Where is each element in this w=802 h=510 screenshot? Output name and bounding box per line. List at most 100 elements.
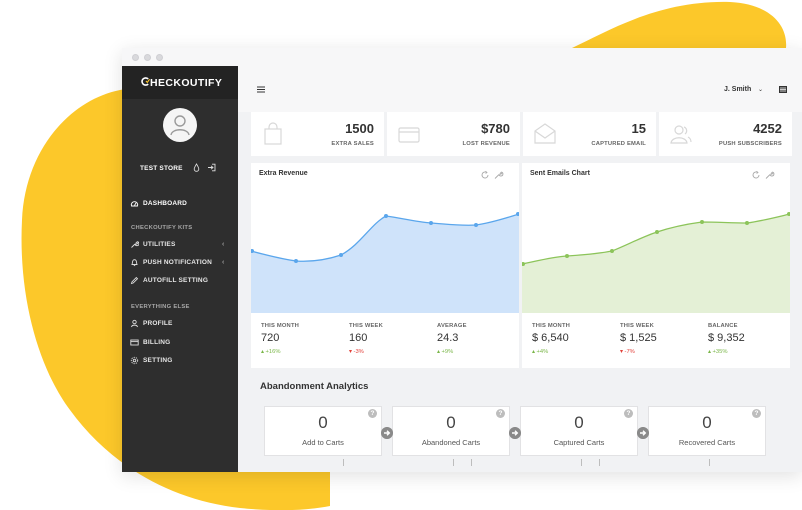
user-menu[interactable]: J. Smith — [724, 86, 752, 93]
bag-icon — [264, 122, 282, 145]
card-icon — [130, 339, 139, 346]
card-label: Captured Carts — [553, 438, 605, 447]
trend-up-icon: ▴ — [708, 349, 713, 355]
chart-title: Extra Revenue — [259, 170, 308, 177]
wrench-icon[interactable] — [765, 171, 775, 179]
stat-value: 1500 — [345, 121, 374, 136]
metric-average: AVERAGE 24.3 ▴ +9% — [437, 323, 519, 363]
section-heading-else: EVERYTHING ELSE — [131, 304, 190, 310]
yellow-blob-top — [572, 1, 787, 48]
stat-value: 15 — [631, 121, 646, 136]
sidebar-item-dashboard[interactable]: DASHBOARD — [130, 198, 230, 210]
chevron-down-icon[interactable]: ⌄ — [758, 87, 764, 93]
avatar[interactable] — [163, 108, 197, 142]
sidebar: HECKOUTIFY TEST STORE DASHBOARD CHECKOUT… — [122, 66, 238, 472]
emails-area-chart — [522, 212, 790, 313]
refresh-icon[interactable] — [752, 170, 760, 179]
metric-delta: +4% — [536, 349, 549, 355]
brand-name: HECKOUTIFY — [150, 77, 223, 89]
sidebar-item-utilities[interactable]: UTILITIES ‹ — [130, 239, 230, 251]
chart-tools — [481, 170, 504, 179]
metric-value: $ 9,352 — [708, 332, 745, 344]
window-dot-close[interactable] — [132, 54, 139, 61]
metric-delta: +16% — [265, 349, 281, 355]
chart-tools — [752, 170, 775, 179]
sidebar-item-profile[interactable]: PROFILE — [130, 318, 230, 330]
chart-title: Sent Emails Chart — [530, 170, 590, 177]
help-icon[interactable]: ? — [368, 409, 377, 418]
metric-value: $ 6,540 — [532, 332, 569, 344]
arrow-right-icon[interactable] — [509, 427, 521, 439]
sidebar-item-label: PROFILE — [143, 320, 173, 327]
stat-label: EXTRA SALES — [331, 141, 374, 147]
drop-icon[interactable] — [192, 163, 201, 172]
metric-this-week: THIS WEEK 160 ▾ -3% — [349, 323, 434, 363]
list-menu-icon[interactable] — [779, 86, 787, 93]
stat-card-captured-email: 15 CAPTURED EMAIL — [523, 112, 656, 156]
stat-label: CAPTURED EMAIL — [591, 141, 646, 147]
sidebar-item-label: SETTING — [143, 357, 173, 364]
section-heading-kits: CHECKOUTIFY KITS — [131, 225, 193, 231]
window-dot-maximize[interactable] — [156, 54, 163, 61]
stat-card-push-subscribers: 4252 PUSH SUBSCRIBERS — [659, 112, 792, 156]
sidebar-item-push-notification[interactable]: PUSH NOTIFICATION ‹ — [130, 257, 230, 269]
sidebar-item-label: AUTOFILL SETTING — [143, 277, 209, 284]
revenue-area-chart — [251, 212, 519, 313]
logout-icon[interactable] — [207, 163, 216, 172]
wrench-icon — [131, 241, 139, 248]
user-icon — [131, 319, 138, 328]
arrow-right-icon[interactable] — [637, 427, 649, 439]
metric-label: AVERAGE — [437, 323, 467, 329]
emails-points — [522, 212, 790, 266]
metric-label: THIS MONTH — [261, 323, 300, 329]
card-label: Abandoned Carts — [421, 438, 481, 447]
metric-value: 160 — [349, 332, 368, 344]
metric-delta: +9% — [441, 349, 454, 355]
metric-label: BALANCE — [708, 323, 738, 329]
arrow-right-icon[interactable] — [381, 427, 393, 439]
sidebar-item-autofill-setting[interactable]: AUTOFILL SETTING — [130, 275, 230, 287]
sidebar-item-label: UTILITIES — [143, 241, 176, 248]
help-icon[interactable]: ? — [752, 409, 761, 418]
brand-bar: HECKOUTIFY — [122, 66, 238, 99]
card-value: 0 — [318, 413, 328, 432]
trend-up-icon: ▴ — [437, 349, 442, 355]
pencil-icon — [130, 276, 139, 285]
help-icon[interactable]: ? — [496, 409, 505, 418]
user-avatar-icon — [170, 115, 190, 136]
add-to-carts-card: ? 0 Add to Carts — [264, 406, 382, 456]
wallet-icon — [398, 127, 420, 143]
card-label: Recovered Carts — [678, 438, 736, 447]
bell-icon — [131, 259, 138, 267]
hamburger-menu-icon[interactable] — [257, 86, 265, 93]
card-value: 0 — [702, 413, 712, 432]
connector-tick — [581, 459, 582, 466]
sidebar-item-label: BILLING — [143, 339, 171, 346]
metric-this-month: THIS MONTH 720 ▴ +16% — [261, 323, 346, 363]
metric-delta: +35% — [712, 349, 728, 355]
abandonment-title: Abandonment Analytics — [260, 381, 369, 392]
main-content: J. Smith ⌄ 1500 EXTRA SALES $780 LOST RE… — [238, 66, 802, 472]
metric-delta: -7% — [624, 349, 635, 355]
window-dot-minimize[interactable] — [144, 54, 151, 61]
sidebar-item-label: PUSH NOTIFICATION — [143, 259, 212, 266]
stat-value: $780 — [481, 121, 510, 136]
trend-down-icon: ▾ — [620, 349, 625, 355]
metric-value: $ 1,525 — [620, 332, 657, 344]
metric-balance: BALANCE $ 9,352 ▴ +35% — [708, 323, 790, 363]
chevron-left-icon: ‹ — [222, 259, 225, 266]
metric-label: THIS WEEK — [349, 323, 384, 329]
dashboard-icon — [130, 201, 139, 207]
stat-card-extra-sales: 1500 EXTRA SALES — [251, 112, 384, 156]
sidebar-item-billing[interactable]: BILLING — [130, 337, 230, 349]
connector-tick — [343, 459, 344, 466]
metric-this-month: THIS MONTH $ 6,540 ▴ +4% — [532, 323, 617, 363]
metric-delta: -3% — [353, 349, 364, 355]
refresh-icon[interactable] — [481, 170, 489, 179]
sidebar-item-setting[interactable]: SETTING — [130, 355, 230, 367]
stat-label: LOST REVENUE — [462, 141, 510, 147]
wrench-icon[interactable] — [494, 171, 504, 179]
trend-down-icon: ▾ — [349, 349, 354, 355]
card-label: Add to Carts — [302, 438, 344, 447]
help-icon[interactable]: ? — [624, 409, 633, 418]
